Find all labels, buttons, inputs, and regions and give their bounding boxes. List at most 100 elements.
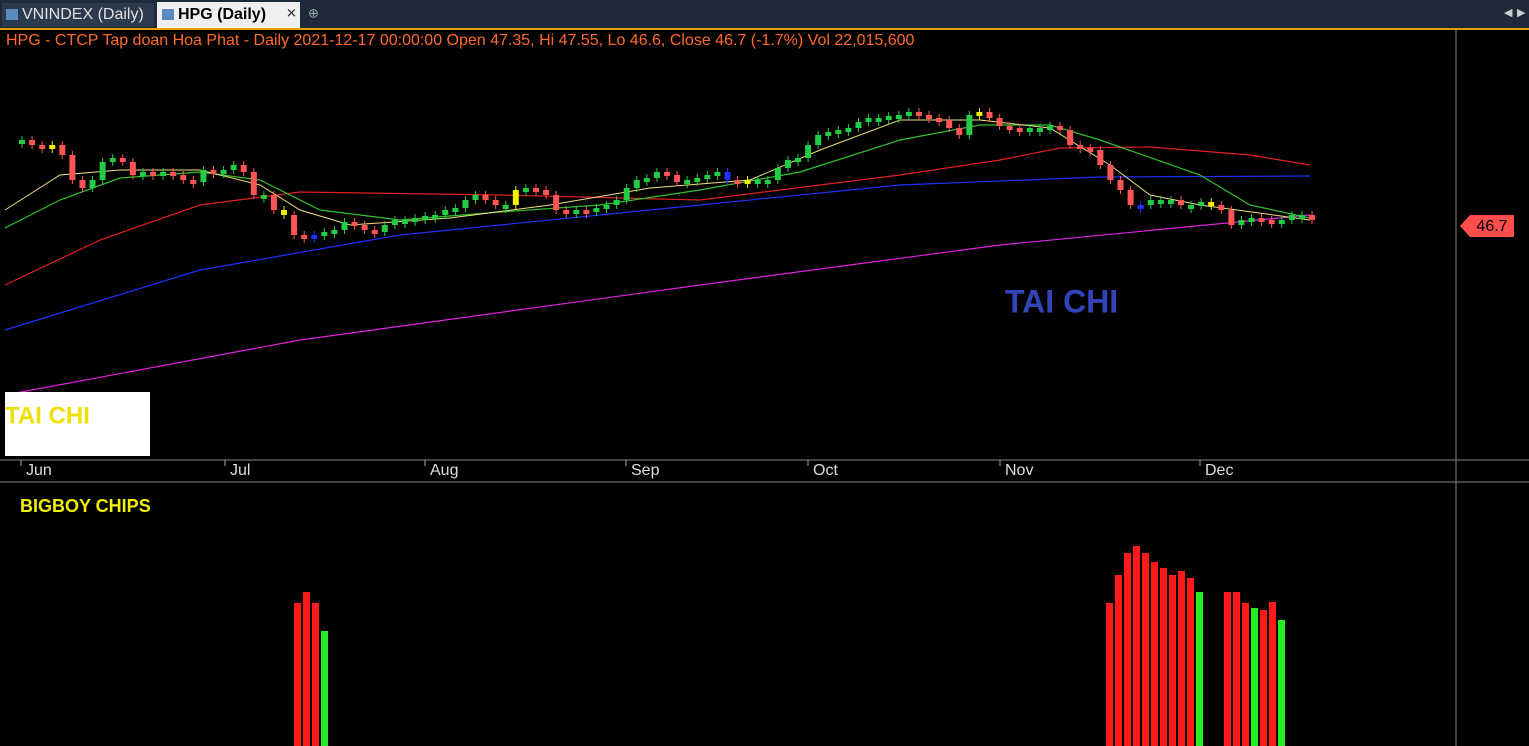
candle-body (351, 222, 358, 226)
chip-bar (321, 631, 328, 746)
candle-body (1167, 200, 1174, 204)
month-label: Sep (631, 462, 660, 479)
candle-body (855, 122, 862, 128)
candle-body (281, 210, 288, 215)
candle-body (895, 115, 902, 119)
candle-body (79, 180, 86, 188)
date-axis: Jun Jul Aug Sep Oct Nov Dec (20, 460, 1233, 479)
candle-body (532, 188, 539, 192)
candle-body (1238, 220, 1245, 225)
candle-body (200, 170, 207, 182)
candle-body (49, 145, 56, 149)
candle-body (593, 208, 600, 212)
month-label: Jun (26, 462, 52, 479)
candle-body (754, 180, 761, 184)
candle-body (1248, 218, 1255, 222)
tab-bg (157, 2, 300, 28)
candle-body (966, 115, 973, 135)
candle-body (1278, 220, 1285, 224)
candle-body (270, 195, 277, 210)
candle-body (563, 210, 570, 214)
candle-body (633, 180, 640, 188)
candle-body (240, 165, 247, 172)
month-label: Dec (1205, 462, 1233, 479)
candle-body (1067, 130, 1074, 145)
last-price-box (1460, 215, 1514, 237)
chip-bar (1278, 620, 1285, 746)
candle-body (905, 112, 912, 116)
candle-body (744, 180, 751, 184)
candle-body (946, 120, 953, 128)
candle-body (502, 205, 509, 209)
candle-body (1026, 128, 1033, 132)
candle-body (119, 158, 126, 162)
candle-body (160, 172, 167, 176)
candle-body (69, 155, 76, 180)
chip-bar (1142, 553, 1149, 746)
watermark: TAI CHI (5, 402, 90, 429)
indicator-bars (294, 546, 1285, 746)
candle-body (623, 188, 630, 200)
candle-body (976, 112, 983, 116)
tab-close[interactable]: ✕ (286, 5, 297, 20)
scroll-right[interactable]: ▶ (1517, 7, 1526, 19)
candle-body (603, 205, 610, 209)
candle-body (341, 222, 348, 230)
chip-bar (1224, 592, 1231, 746)
chip-bar (1115, 575, 1122, 746)
candle-body (250, 172, 257, 195)
ma-line (4, 175, 1311, 331)
tab-active[interactable]: HPG (Daily) ✕ (157, 2, 300, 28)
new-tab[interactable]: ⊕ (308, 5, 319, 20)
candle-body (1046, 126, 1053, 130)
candle-body (109, 158, 116, 162)
chip-bar (294, 603, 301, 746)
candle-body (442, 210, 449, 215)
candle-body (1198, 202, 1205, 206)
candle-body (371, 230, 378, 234)
chip-bar (1242, 603, 1249, 746)
chip-bar (1124, 553, 1131, 746)
candles (19, 108, 1315, 243)
ma-line (4, 214, 1311, 396)
candle-body (653, 172, 660, 178)
candle-body (432, 215, 439, 219)
tab[interactable]: VNINDEX (Daily) (2, 3, 154, 27)
candle-body (1057, 126, 1064, 130)
candle-body (492, 200, 499, 205)
candle-body (664, 172, 670, 176)
tab-label: VNINDEX (Daily) (22, 6, 144, 23)
candle-body (1107, 165, 1114, 180)
candle-body (401, 220, 408, 224)
chip-bar (303, 592, 310, 746)
candle-body (1097, 150, 1104, 165)
candle-body (774, 168, 781, 180)
chart-header: HPG - CTCP Tap doan Hoa Phat - Daily 202… (6, 32, 915, 49)
candle-body (674, 175, 681, 182)
candle-body (1188, 205, 1195, 209)
candle-body (1157, 200, 1164, 204)
candle-body (956, 128, 963, 135)
candle-body (1309, 215, 1315, 220)
month-label: Nov (1005, 462, 1033, 479)
candle-body (815, 135, 822, 145)
candle-body (190, 180, 197, 184)
chip-bar (1169, 575, 1176, 746)
chip-bar (1106, 603, 1113, 746)
indicator-title: BIGBOY CHIPS (20, 496, 151, 516)
candle-body (1218, 205, 1225, 210)
chip-bar (1187, 578, 1194, 746)
scroll-left[interactable]: ◀ (1504, 7, 1513, 19)
candle-body (986, 112, 993, 118)
candle-body (260, 195, 267, 199)
candle-body (1298, 215, 1305, 219)
candle-body (291, 215, 298, 235)
candle-body (522, 188, 529, 192)
candle-body (1147, 200, 1154, 205)
watermark-box (5, 392, 150, 456)
candle-body (129, 162, 136, 175)
candle-body (936, 118, 943, 122)
chip-bar (1196, 592, 1203, 746)
candle-body (543, 190, 550, 195)
